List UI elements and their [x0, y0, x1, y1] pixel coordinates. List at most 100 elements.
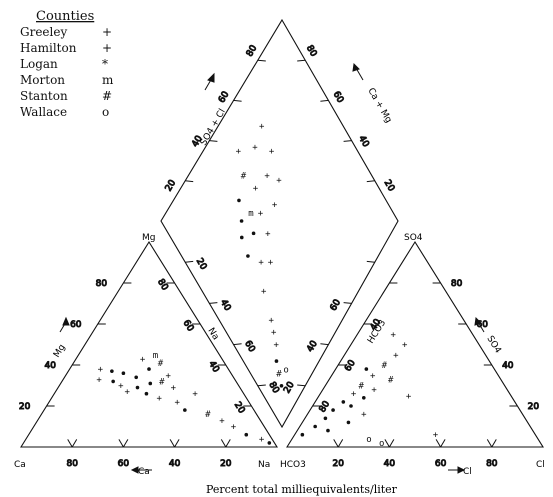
cation-point: + — [219, 416, 225, 426]
diamond-ll-tick-label: 20 — [194, 257, 209, 272]
anion-triangle — [286, 240, 544, 448]
legend-entry-symbol: # — [102, 89, 112, 103]
axis-tick — [225, 439, 231, 448]
anion-point: + — [393, 351, 399, 361]
x-caption: Percent total milliequivalents/liter — [206, 483, 398, 496]
axis-tick — [333, 439, 339, 448]
legend-entry-symbol: o — [102, 105, 109, 119]
axis-tick — [233, 99, 242, 102]
cation-point: # — [205, 410, 211, 420]
diamond-ul-tick-label: 80 — [245, 43, 260, 58]
axis-tick — [174, 439, 180, 448]
axis-tick — [343, 140, 352, 142]
ca-tick-label: 60 — [118, 459, 130, 469]
axis-tick — [388, 439, 395, 448]
cl-tick-label: 40 — [384, 459, 396, 469]
axis-tick — [257, 384, 266, 387]
anion-point: + — [433, 431, 439, 441]
anion-point: + — [351, 390, 357, 400]
diamond-ur-tick-label: 40 — [356, 134, 371, 149]
cation-point: # — [159, 377, 165, 387]
diamond-ll-tick-label: 40 — [218, 298, 233, 313]
cation-point — [121, 371, 126, 376]
diamond-lr-tick-label: 40 — [305, 339, 320, 354]
diamond-ul-tick-label: 20 — [164, 178, 179, 193]
diamond-point — [251, 231, 256, 236]
ca-tick-label: 40 — [169, 459, 181, 469]
vertex-ca: Ca — [14, 460, 26, 470]
ca-tick-label: 80 — [66, 459, 78, 469]
cation-point: + — [192, 390, 198, 400]
axis-tick — [169, 439, 176, 448]
cation-point — [147, 367, 151, 371]
cation-point — [244, 432, 249, 437]
legend-entry-name: Logan — [20, 57, 58, 71]
axis-tick — [491, 439, 497, 448]
na-tick-label: 20 — [232, 400, 247, 415]
na-tick-label: 40 — [206, 359, 221, 374]
diamond-point — [279, 384, 284, 388]
vertex-mg: Mg — [142, 233, 155, 243]
diamond-point: + — [269, 316, 275, 326]
legend-entry-symbol: m — [102, 73, 114, 87]
axis-tick — [343, 302, 352, 304]
axis-label-so4: SO4 — [484, 334, 502, 355]
diamond-ll-tick-label: 80 — [266, 380, 281, 395]
anion-point: + — [370, 371, 376, 381]
cation-point — [144, 391, 149, 396]
legend-entry-name: Wallace — [20, 105, 67, 119]
axis-tick — [297, 384, 306, 387]
axis-label-cl: Cl — [463, 467, 472, 477]
diamond-point: m — [248, 209, 253, 219]
diamond-point — [239, 235, 244, 240]
cation-point: + — [174, 398, 180, 408]
mg-tick-label: 80 — [96, 279, 108, 289]
diamond-lr-tick-label: 20 — [282, 380, 297, 395]
cation-point — [135, 385, 140, 390]
anion-point: + — [371, 386, 377, 396]
diamond-ur-tick-label: 80 — [304, 44, 319, 59]
axis-tick — [71, 439, 78, 448]
na-tick-label: 80 — [155, 277, 170, 292]
axis-tick — [320, 99, 329, 102]
hco3-tick-label: 80 — [318, 399, 333, 414]
diamond-point: + — [269, 147, 275, 157]
legend-entry-name: Hamilton — [20, 41, 77, 55]
cl-tick-label: 60 — [435, 459, 447, 469]
anion-point — [331, 408, 335, 412]
cation-point: + — [165, 371, 171, 381]
cation-point: + — [171, 384, 177, 394]
cation-point: m — [153, 351, 158, 361]
anion-point: # — [359, 382, 365, 392]
cation-point: + — [125, 388, 131, 398]
axis-tick — [440, 439, 446, 448]
anion-point — [326, 428, 330, 433]
diamond-point: # — [276, 369, 282, 379]
axis-tick — [297, 59, 306, 62]
axis-tick — [220, 439, 227, 448]
axis-label-mg: Mg — [52, 343, 68, 360]
anion-point: + — [361, 410, 367, 420]
axis-tick — [233, 343, 242, 346]
axis-tick — [118, 439, 124, 448]
axis-tick — [257, 59, 266, 62]
diamond-ll-tick-label: 60 — [242, 339, 257, 354]
diamond-point — [246, 254, 250, 258]
hco3-tick-label: 60 — [343, 358, 358, 373]
diamond-point: + — [268, 258, 274, 268]
diamond-point — [237, 198, 241, 203]
ca-tick-label: 20 — [220, 459, 232, 469]
axis-tick — [366, 180, 375, 183]
diamond-point: + — [276, 176, 282, 186]
axis-tick — [122, 439, 129, 448]
cation-point: + — [157, 394, 163, 404]
axis-label-hco3: HCO3 — [366, 318, 388, 345]
axis-tick — [337, 439, 344, 448]
so4-tick-label: 20 — [528, 402, 540, 412]
cation-triangle — [20, 240, 278, 448]
legend-heading: Counties — [36, 9, 94, 24]
na-tick-label: 60 — [181, 318, 196, 333]
anion-point — [323, 416, 328, 421]
cation-point — [183, 408, 187, 412]
axis-tick — [209, 302, 218, 304]
